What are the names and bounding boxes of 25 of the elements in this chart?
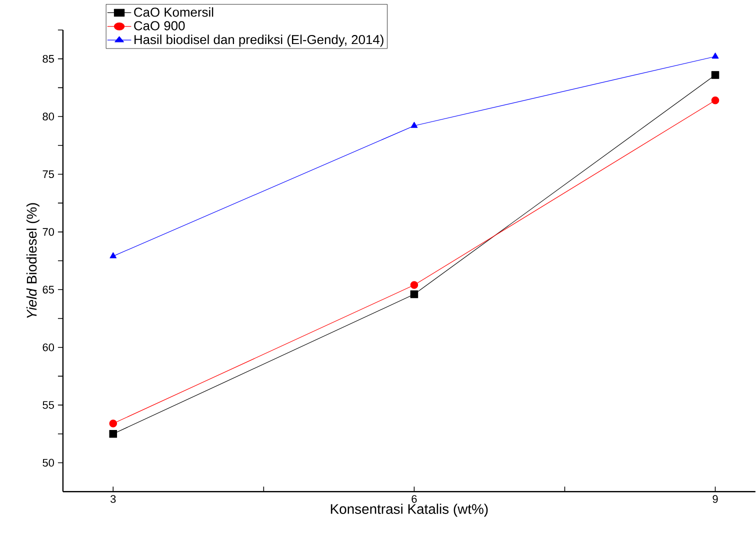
point xyxy=(711,96,720,104)
x-tick-label: 9 xyxy=(712,495,718,504)
x-tick-label: 3 xyxy=(110,495,116,504)
y-tick-label: 55 xyxy=(42,401,54,410)
point xyxy=(109,420,118,428)
legend-label: CaO Komersil xyxy=(134,8,214,18)
legend-label: CaO 900 xyxy=(134,21,185,31)
point xyxy=(712,52,719,59)
y-tick-label: 70 xyxy=(42,228,54,236)
y-tick-label: 65 xyxy=(42,286,54,294)
x-axis-title: Konsentrasi Katalis (wt%) xyxy=(330,504,488,517)
x-tick-label: 6 xyxy=(412,495,417,504)
point xyxy=(109,430,118,438)
y-axis-title: Yield Biodiesel (%) xyxy=(26,203,40,318)
point xyxy=(711,71,720,80)
y-tick-label: 80 xyxy=(42,112,54,121)
point xyxy=(410,290,418,298)
y-tick-label: 60 xyxy=(42,344,54,352)
point xyxy=(110,252,117,258)
point xyxy=(410,122,418,128)
legend-label: Hasil biodisel dan prediksi (El-Gendy, 2014) xyxy=(134,34,384,47)
y-tick-label: 50 xyxy=(42,459,54,467)
point xyxy=(410,281,418,290)
y-tick-label: 85 xyxy=(42,55,54,63)
y-tick-label: 75 xyxy=(42,170,54,178)
